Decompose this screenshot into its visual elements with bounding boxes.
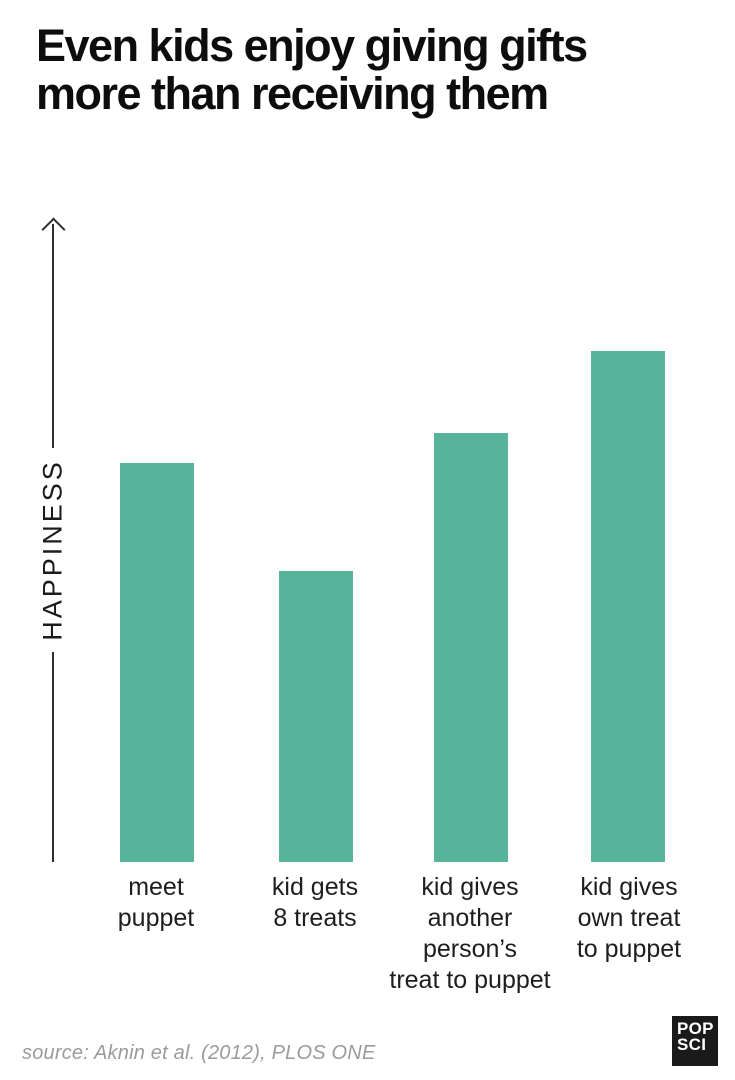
category-label-line: another	[427, 904, 513, 932]
category-label-line: kid gives	[421, 873, 519, 901]
popsci-logo-line2: SCI	[677, 1035, 707, 1054]
chart-title-line1: Even kids enjoy giving gifts	[36, 20, 588, 71]
category-label-meet-puppet: meet puppet	[36, 872, 276, 934]
category-label-kid-gives-own-treat: kid gives own treat to puppet	[509, 872, 735, 965]
source-credit: source: Aknin et al. (2012), PLOS ONE	[22, 1042, 376, 1064]
category-label-line: to puppet	[576, 935, 682, 963]
category-label-line: 8 treats	[273, 904, 357, 932]
popsci-logo-line1: POP	[677, 1019, 714, 1038]
y-axis-label: HAPPINESS	[37, 459, 68, 641]
popsci-logo: POP SCI	[672, 1016, 718, 1066]
category-label-line: kid gives	[580, 873, 678, 901]
category-label-line: kid gets	[271, 873, 359, 901]
category-label-line: treat to puppet	[389, 966, 551, 994]
category-label-kid-gets-8-treats: kid gets 8 treats	[195, 872, 435, 934]
category-label-line: puppet	[117, 904, 195, 932]
category-label-line: meet	[128, 873, 184, 901]
category-label-line: person’s	[422, 935, 518, 963]
bar-kid-gives-own-treat	[591, 351, 665, 862]
category-label-kid-gives-anothers-treat: kid gives another person’s treat to pupp…	[350, 872, 590, 996]
category-label-line: own treat	[577, 904, 681, 932]
bar-kid-gives-anothers-treat	[434, 433, 508, 862]
bar-kid-gets-8-treats	[279, 571, 353, 862]
y-axis-line-upper	[52, 224, 54, 448]
y-axis-line-lower	[52, 652, 54, 862]
chart-title-line2: more than receiving them	[36, 68, 549, 119]
chart-title: Even kids enjoy giving gifts more than r…	[36, 22, 716, 118]
bar-meet-puppet	[120, 463, 194, 862]
